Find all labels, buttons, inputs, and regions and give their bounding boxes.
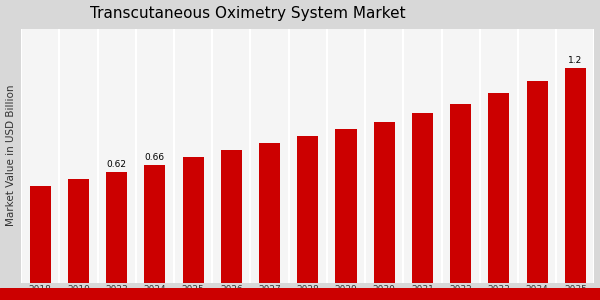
- Bar: [565, 68, 586, 283]
- Bar: [182, 158, 203, 283]
- Bar: [145, 165, 166, 283]
- Bar: [374, 122, 395, 283]
- Text: 0.62: 0.62: [107, 160, 127, 169]
- Text: 1.2: 1.2: [568, 56, 583, 65]
- Bar: [335, 129, 356, 283]
- Bar: [297, 136, 318, 283]
- Bar: [412, 113, 433, 283]
- Bar: [450, 104, 471, 283]
- Text: 0.66: 0.66: [145, 153, 165, 162]
- Bar: [68, 179, 89, 283]
- Bar: [106, 172, 127, 283]
- Bar: [259, 143, 280, 283]
- Bar: [488, 93, 509, 283]
- Bar: [30, 186, 51, 283]
- Bar: [221, 150, 242, 283]
- Text: Transcutaneous Oximetry System Market: Transcutaneous Oximetry System Market: [90, 6, 406, 21]
- Y-axis label: Market Value in USD Billion: Market Value in USD Billion: [5, 85, 16, 226]
- Bar: [527, 80, 548, 283]
